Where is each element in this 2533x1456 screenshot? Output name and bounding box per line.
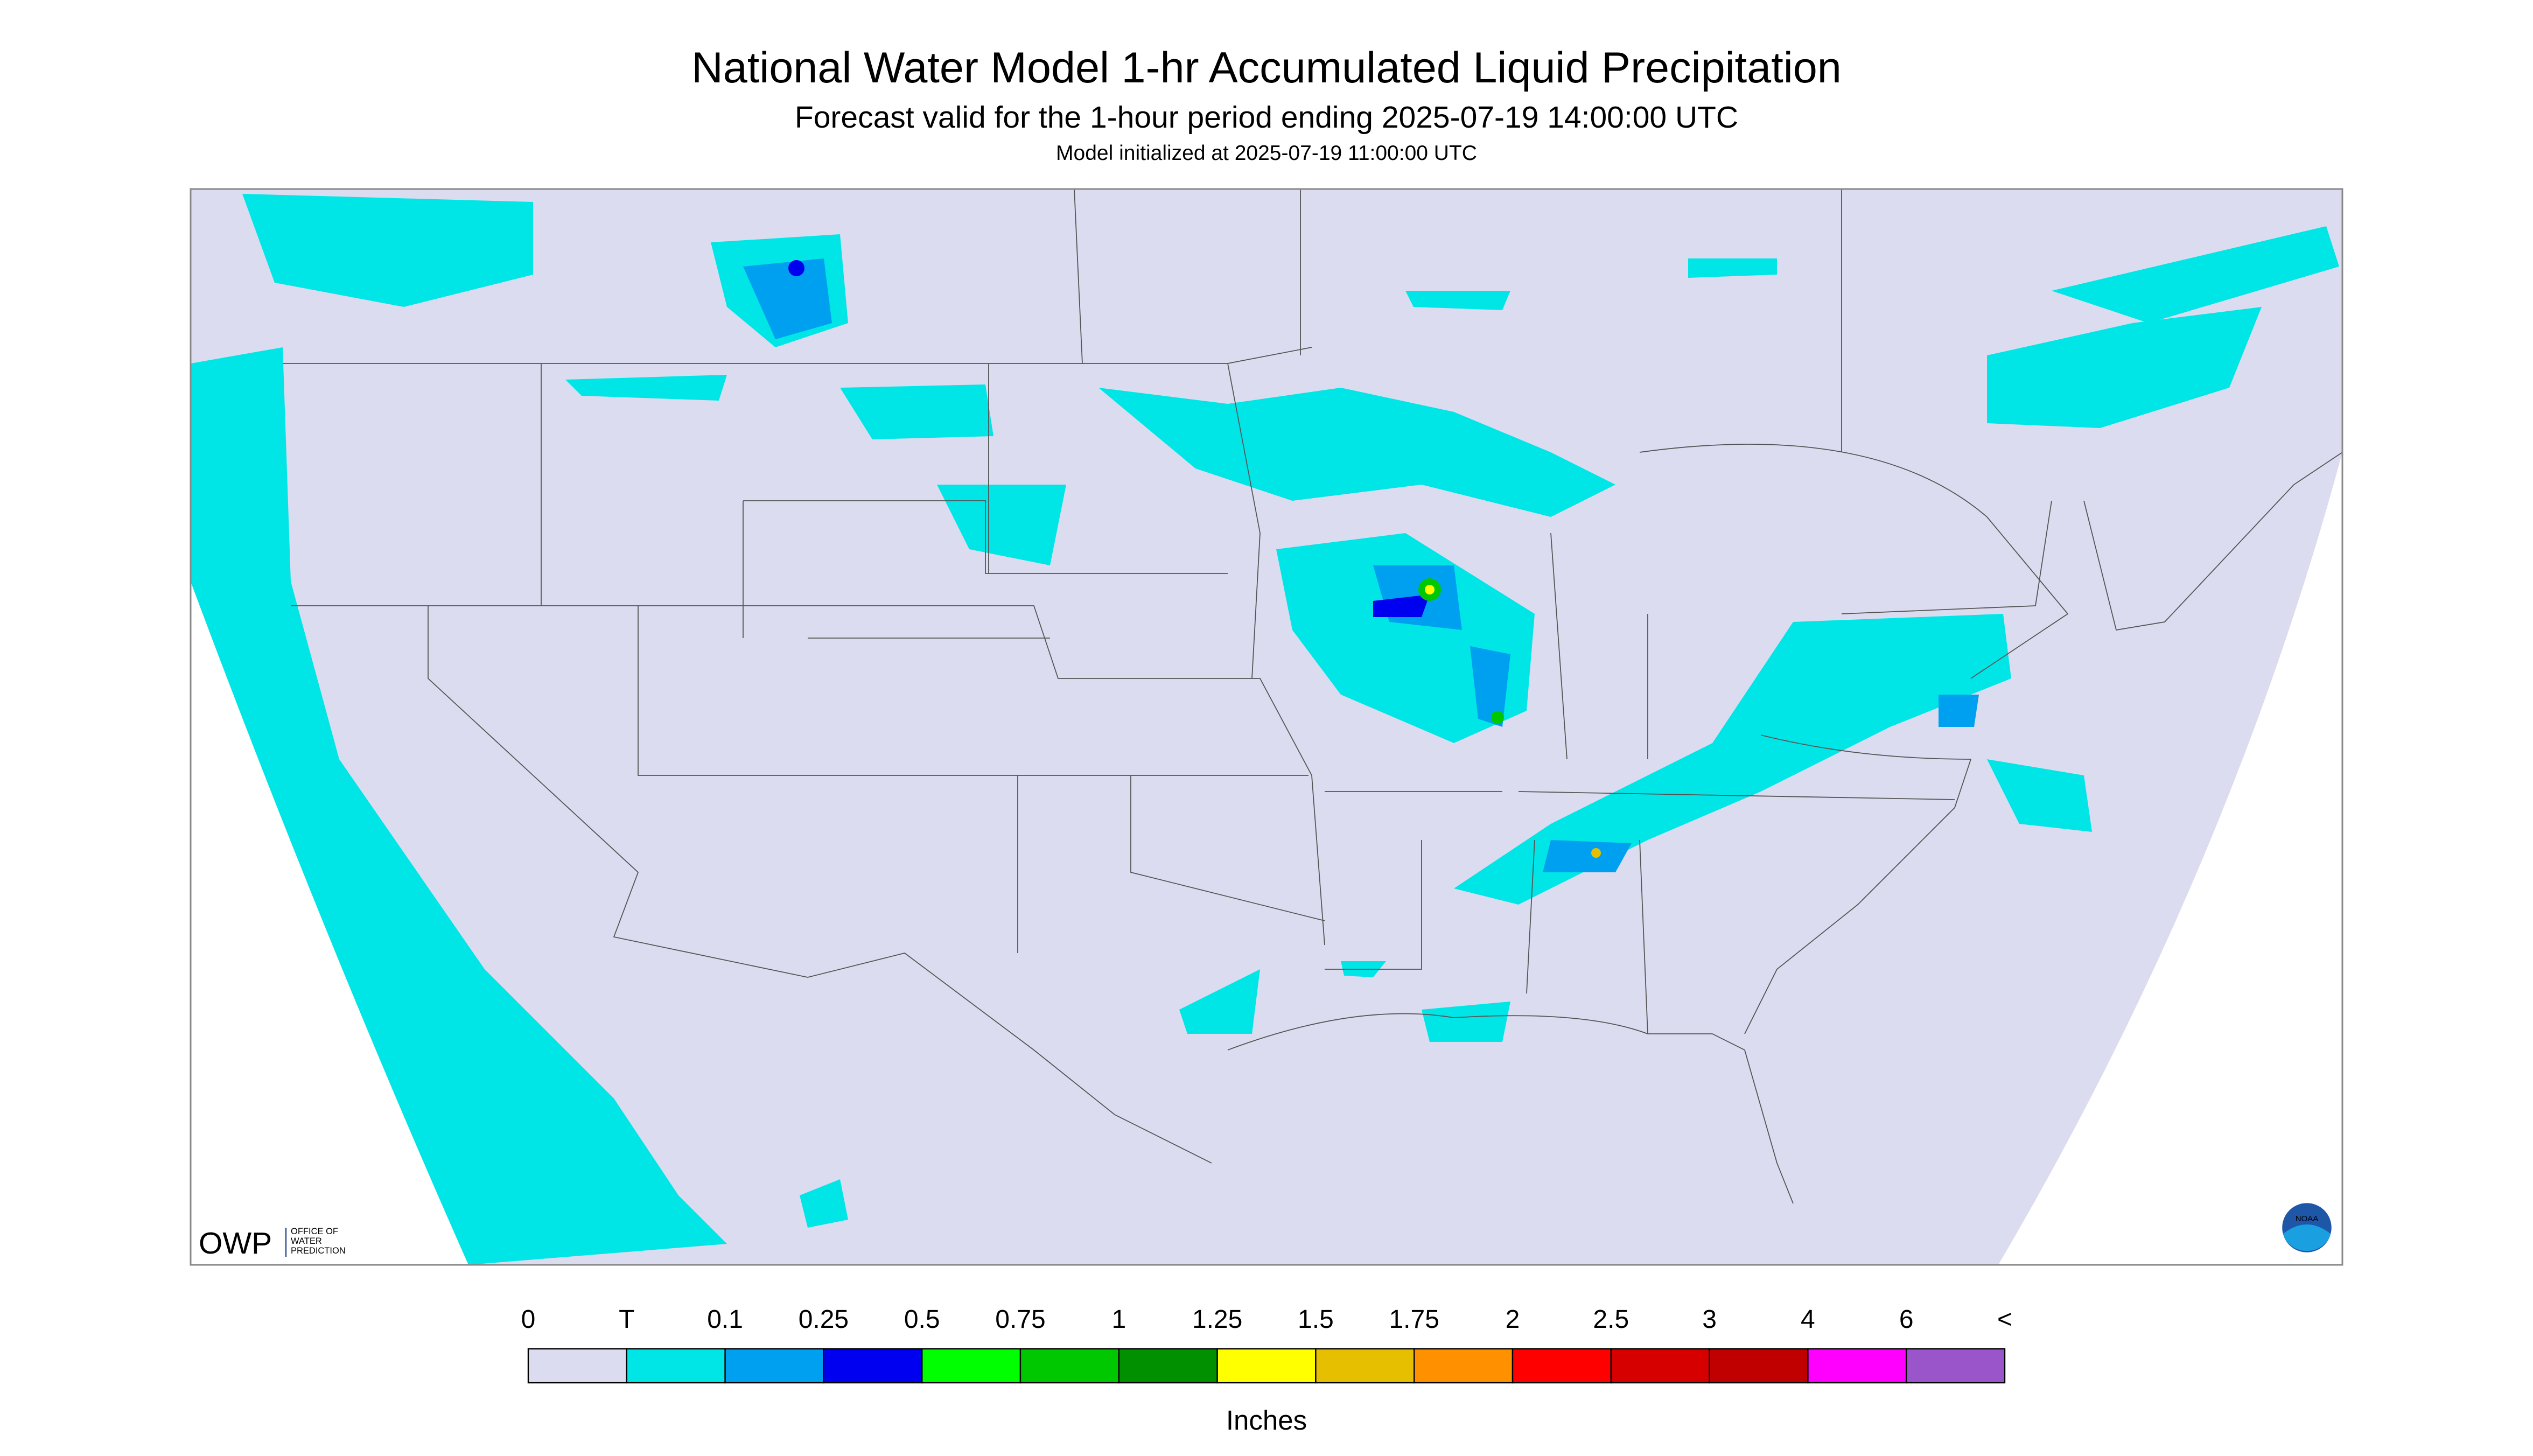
noaa-text: NOAA (2296, 1214, 2319, 1223)
legend-swatch (921, 1348, 1021, 1384)
legend-swatch (724, 1348, 824, 1384)
title: National Water Model 1-hr Accumulated Li… (691, 44, 1842, 92)
noaa-logo: NOAA (2279, 1200, 2334, 1255)
legend-label: 4 (1801, 1305, 1815, 1334)
legend-label: 1 (1111, 1305, 1126, 1334)
outside-domain (191, 582, 468, 1265)
legend-swatch (527, 1348, 628, 1384)
logo-subtext: OFFICE OF (291, 1227, 338, 1236)
precip-areas (191, 194, 2339, 1265)
logo-text: OWP (199, 1226, 272, 1261)
legend-swatch (1414, 1348, 1514, 1384)
precip-intense (1418, 578, 1601, 858)
legend-swatch (1512, 1348, 1612, 1384)
legend-swatch (1807, 1348, 1907, 1384)
map (190, 188, 2343, 1266)
legend-swatch (1118, 1348, 1218, 1384)
legend-label: 1.5 (1298, 1305, 1334, 1334)
legend-swatch (626, 1348, 726, 1384)
init-time: Model initialized at 2025-07-19 11:00:00… (1056, 142, 1477, 165)
precip-heavy (788, 260, 1430, 618)
logo-subtext: WATER (291, 1236, 322, 1246)
legend-label: 3 (1702, 1305, 1717, 1334)
legend-swatch (1610, 1348, 1710, 1384)
legend-label: 0 (521, 1305, 536, 1334)
legend-swatch (1216, 1348, 1317, 1384)
legend-label: 1.25 (1192, 1305, 1242, 1334)
legend-label: 2 (1506, 1305, 1520, 1334)
legend-swatch (1905, 1348, 2006, 1384)
legend-label: 0.75 (995, 1305, 1045, 1334)
legend-swatch (1019, 1348, 1120, 1384)
legend-label: 2.5 (1593, 1305, 1629, 1334)
legend-label: 0.25 (799, 1305, 849, 1334)
legend-label: T (619, 1305, 634, 1334)
boundaries (283, 188, 2343, 1204)
legend: 0 T 0.1 0.25 0.5 0.75 1 1.25 1.5 1.75 2 2.5 3 4 6 < (521, 1305, 2012, 1384)
logo-subtext: PREDICTION (291, 1246, 346, 1256)
legend-swatch (1709, 1348, 1809, 1384)
legend-label: 0.5 (904, 1305, 940, 1334)
legend-unit: Inches (1226, 1405, 1307, 1436)
legend-label: 0.1 (707, 1305, 743, 1334)
owp-logo: OWP OFFICE OF WATER PREDICTION (199, 1226, 346, 1261)
legend-swatch (823, 1348, 923, 1384)
subtitle: Forecast valid for the 1-hour period end… (795, 100, 1738, 135)
map-frame (190, 188, 2343, 1266)
legend-label: 6 (1899, 1305, 1914, 1334)
legend-label: < (1997, 1305, 2012, 1334)
legend-swatch (1315, 1348, 1415, 1384)
legend-label: 1.75 (1389, 1305, 1439, 1334)
outside-domain (1998, 452, 2342, 1265)
